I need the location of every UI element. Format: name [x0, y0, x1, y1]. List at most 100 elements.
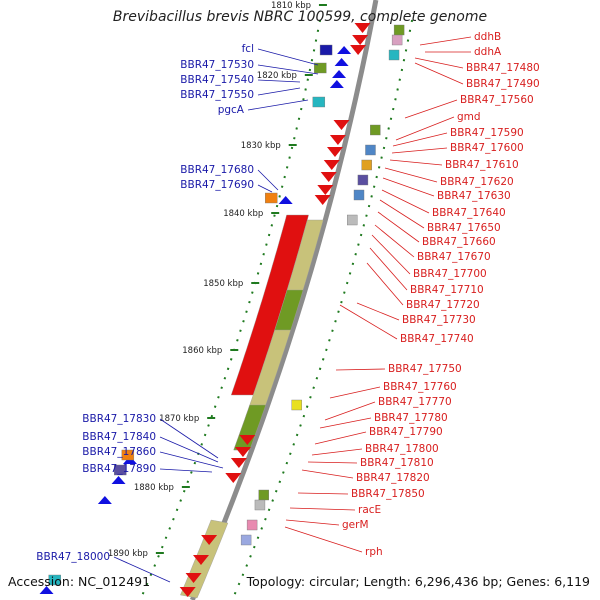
left-gene-label-0[interactable]: fcl: [242, 43, 254, 55]
gene-box-10: [258, 489, 270, 501]
gene-box-1: [391, 34, 403, 46]
left-gene-label-5[interactable]: BBR47_17680: [180, 164, 254, 176]
right-leader-28: [297, 492, 349, 495]
right-leader-17: [366, 262, 404, 306]
right-leader-15: [371, 234, 411, 275]
right-gene-label-10[interactable]: BBR47_17630: [437, 190, 511, 202]
right-gene-label-14[interactable]: BBR47_17670: [417, 251, 491, 263]
gene-box-5: [361, 159, 372, 171]
right-leader-22: [324, 401, 376, 421]
right-gene-label-12[interactable]: BBR47_17650: [427, 222, 501, 234]
right-gene-label-3[interactable]: BBR47_17490: [466, 78, 540, 90]
minus-strand-arrow-4: [278, 196, 293, 204]
kbp-tick-label-6: 1870 kbp: [159, 414, 199, 424]
gene-box-0: [393, 24, 405, 36]
right-gene-label-24[interactable]: BBR47_17790: [369, 426, 443, 438]
left-gene-label-9[interactable]: BBR47_17860: [82, 446, 156, 458]
right-gene-label-11[interactable]: BBR47_17640: [432, 207, 506, 219]
kbp-tick-label-3: 1840 kbp: [223, 209, 263, 219]
right-gene-label-27[interactable]: BBR47_17820: [356, 472, 430, 484]
right-gene-label-16[interactable]: BBR47_17710: [410, 284, 484, 296]
plus-strand-arrow-4: [329, 135, 346, 145]
kbp-tick-label-5: 1860 kbp: [182, 346, 222, 356]
right-leader-7: [391, 147, 448, 154]
right-gene-label-28[interactable]: BBR47_17850: [351, 488, 425, 500]
kbp-tick-label-1: 1820 kbp: [257, 71, 297, 81]
right-gene-label-5[interactable]: gmd: [457, 111, 481, 123]
right-gene-label-1[interactable]: ddhA: [474, 46, 502, 58]
plus-strand-arrow-13: [225, 473, 242, 483]
right-gene-label-17[interactable]: BBR47_17720: [406, 299, 480, 311]
kbp-tick-label-4: 1850 kbp: [203, 279, 243, 289]
right-gene-label-8[interactable]: BBR47_17610: [445, 159, 519, 171]
minus-strand-arrow-3: [329, 80, 344, 88]
plus-strand-arrow-3: [333, 120, 350, 130]
minus-gene-box-0: [319, 44, 333, 56]
right-gene-label-26[interactable]: BBR47_17810: [360, 457, 434, 469]
right-leader-6: [392, 132, 448, 147]
right-gene-label-6[interactable]: BBR47_17590: [450, 127, 524, 139]
right-leader-18: [356, 302, 400, 321]
right-leader-27: [301, 469, 354, 479]
right-gene-label-15[interactable]: BBR47_17700: [413, 268, 487, 280]
right-leader-30: [285, 519, 340, 526]
plus-strand-arrow-14: [201, 535, 218, 545]
kbp-tick-label-8: 1890 kbp: [108, 549, 148, 559]
plus-strand-arrow-9: [314, 195, 331, 205]
right-gene-label-9[interactable]: BBR47_17620: [440, 176, 514, 188]
left-gene-label-10[interactable]: BBR47_17890: [82, 463, 156, 475]
right-gene-label-30[interactable]: gerM: [342, 519, 369, 531]
left-gene-label-4[interactable]: pgcA: [218, 104, 245, 116]
left-leader-6: [257, 184, 273, 193]
right-leader-25: [311, 448, 363, 456]
plus-strand-arrow-1: [352, 35, 369, 45]
plus-strand-arrow-8: [317, 185, 334, 195]
left-gene-label-1[interactable]: BBR47_17530: [180, 59, 254, 71]
right-leader-24: [314, 431, 367, 445]
left-gene-label-7[interactable]: BBR47_17830: [82, 413, 156, 425]
right-gene-label-0[interactable]: ddhB: [474, 31, 501, 43]
right-leader-4: [404, 99, 458, 119]
right-gene-label-20[interactable]: BBR47_17750: [388, 363, 462, 375]
right-gene-label-21[interactable]: BBR47_17760: [383, 381, 457, 393]
left-leader-11: [113, 556, 171, 583]
left-leader-0: [257, 48, 319, 66]
left-gene-label-8[interactable]: BBR47_17840: [82, 431, 156, 443]
right-gene-label-22[interactable]: BBR47_17770: [378, 396, 452, 408]
right-leader-9: [384, 167, 438, 183]
minus-gene-box-5: [114, 464, 127, 476]
right-gene-label-18[interactable]: BBR47_17730: [402, 314, 476, 326]
plus-strand-arrow-12: [230, 458, 247, 468]
plus-strand-arrow-10: [239, 435, 256, 445]
right-leader-14: [374, 224, 415, 258]
gene-box-6: [357, 174, 369, 186]
right-leader-0: [419, 36, 472, 46]
right-leader-8: [389, 159, 443, 166]
right-gene-label-7[interactable]: BBR47_17600: [450, 142, 524, 154]
left-leader-5: [257, 169, 279, 191]
left-gene-label-11[interactable]: BBR47_18000: [36, 551, 110, 563]
left-gene-label-2[interactable]: BBR47_17540: [180, 74, 254, 86]
minus-strand-arrow-7: [97, 496, 112, 504]
right-leader-21: [329, 386, 381, 399]
right-gene-label-13[interactable]: BBR47_17660: [422, 236, 496, 248]
right-leader-10: [382, 177, 435, 197]
gene-box-3: [370, 124, 381, 136]
minus-strand-arrow-0: [337, 46, 352, 54]
left-gene-label-3[interactable]: BBR47_17550: [180, 89, 254, 101]
left-gene-label-6[interactable]: BBR47_17690: [180, 179, 254, 191]
right-gene-label-4[interactable]: BBR47_17560: [460, 94, 534, 106]
right-gene-label-19[interactable]: BBR47_17740: [400, 333, 474, 345]
genome-backbone: [189, 0, 379, 600]
map-title: Brevibacillus brevis NBRC 100599, comple…: [112, 9, 488, 25]
right-gene-label-29[interactable]: racE: [358, 504, 381, 516]
minus-strand-arrow-2: [332, 70, 347, 78]
gene-box-4: [365, 144, 376, 156]
right-gene-label-23[interactable]: BBR47_17780: [374, 412, 448, 424]
right-leader-3: [414, 62, 464, 85]
right-leader-2: [414, 57, 464, 69]
right-gene-label-25[interactable]: BBR47_17800: [365, 443, 439, 455]
right-gene-label-2[interactable]: BBR47_17480: [466, 62, 540, 74]
right-gene-label-31[interactable]: rph: [365, 546, 383, 558]
